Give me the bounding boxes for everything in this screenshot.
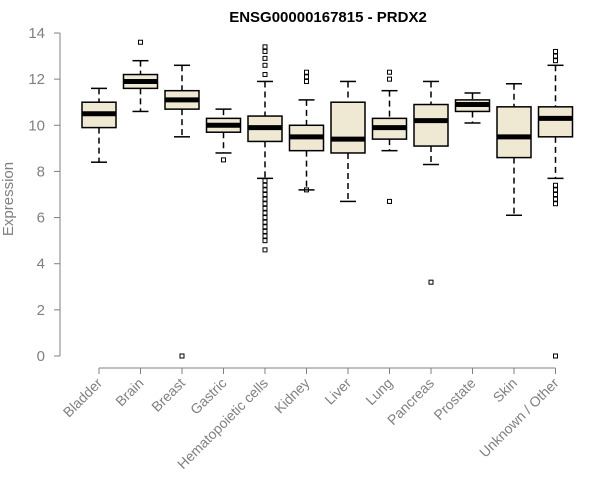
box-group (413, 80, 449, 285)
outlier-point (553, 182, 558, 188)
outlier-point (553, 53, 558, 59)
outlier-point (262, 72, 268, 78)
box-group (288, 69, 325, 193)
x-tick-label: Breast (148, 375, 188, 415)
box-body (330, 101, 366, 154)
chart-title: ENSG00000167815 - PRDX2 (229, 9, 427, 26)
outlier-point (262, 187, 268, 193)
x-tick-label: Unknown / Other (476, 375, 562, 461)
outlier-point (262, 215, 268, 221)
y-axis: 0 2 4 6 8 10 12 14 (28, 25, 61, 365)
outlier-point (262, 48, 268, 54)
outlier-point (553, 48, 558, 54)
outlier-point (553, 187, 558, 193)
outlier-point (262, 228, 268, 234)
x-tick-label: Bladder (60, 375, 106, 421)
outlier-point (262, 210, 268, 216)
x-tick-label: Kidney (271, 375, 313, 417)
outlier-point (262, 247, 268, 253)
box-body (413, 103, 449, 147)
outlier-point (262, 219, 268, 225)
box-body (537, 106, 574, 138)
boxes (81, 39, 574, 359)
outlier-point (553, 196, 558, 202)
outlier-point (553, 58, 558, 64)
box-body (496, 106, 532, 159)
outlier-point (553, 353, 558, 359)
box-group (205, 108, 242, 163)
outlier-point (553, 192, 558, 197)
outlier-point (304, 187, 309, 193)
outlier-point (262, 196, 268, 202)
y-tick-label: 8 (37, 163, 45, 180)
outlier-point (387, 69, 392, 75)
y-tick-label: 4 (37, 256, 45, 273)
x-tick-label: Prostate (430, 375, 478, 423)
outlier-point (138, 39, 143, 45)
outlier-point (304, 74, 309, 80)
outlier-point (428, 279, 434, 285)
outlier-point (304, 78, 309, 84)
outlier-point (262, 201, 268, 207)
x-tick-label: Skin (490, 375, 521, 406)
box-group (454, 92, 491, 124)
outlier-point (262, 205, 268, 211)
box-group (330, 80, 366, 203)
box-group (371, 69, 408, 204)
outlier-point (387, 198, 392, 204)
y-tick-label: 2 (37, 302, 45, 319)
box-group (81, 87, 117, 163)
outlier-point (262, 182, 268, 188)
y-tick-label: 6 (37, 210, 45, 227)
box-group (537, 48, 574, 359)
box-group (247, 44, 283, 253)
x-tick-label: Lung (362, 375, 395, 408)
outlier-point (262, 224, 268, 230)
y-tick-label: 14 (28, 25, 45, 42)
outlier-point (179, 353, 185, 359)
outlier-point (553, 201, 558, 207)
y-tick-label: 12 (28, 71, 45, 88)
outlier-point (262, 178, 268, 184)
box-group (496, 83, 532, 217)
outlier-point (262, 55, 268, 61)
outlier-point (387, 76, 392, 82)
x-tick-label: Liver (321, 375, 354, 408)
y-tick-label: 10 (28, 117, 45, 134)
outlier-point (304, 69, 309, 75)
x-tick-label: Brain (112, 375, 146, 409)
outlier-point (262, 238, 268, 244)
outlier-point (262, 44, 268, 50)
outlier-point (262, 62, 268, 68)
y-axis-label: Expression (0, 162, 17, 236)
outlier-point (262, 192, 268, 197)
outlier-point (221, 157, 226, 163)
box-group (164, 64, 200, 359)
box-group (122, 39, 159, 113)
y-tick-label: 0 (37, 348, 45, 365)
outlier-point (262, 233, 268, 239)
